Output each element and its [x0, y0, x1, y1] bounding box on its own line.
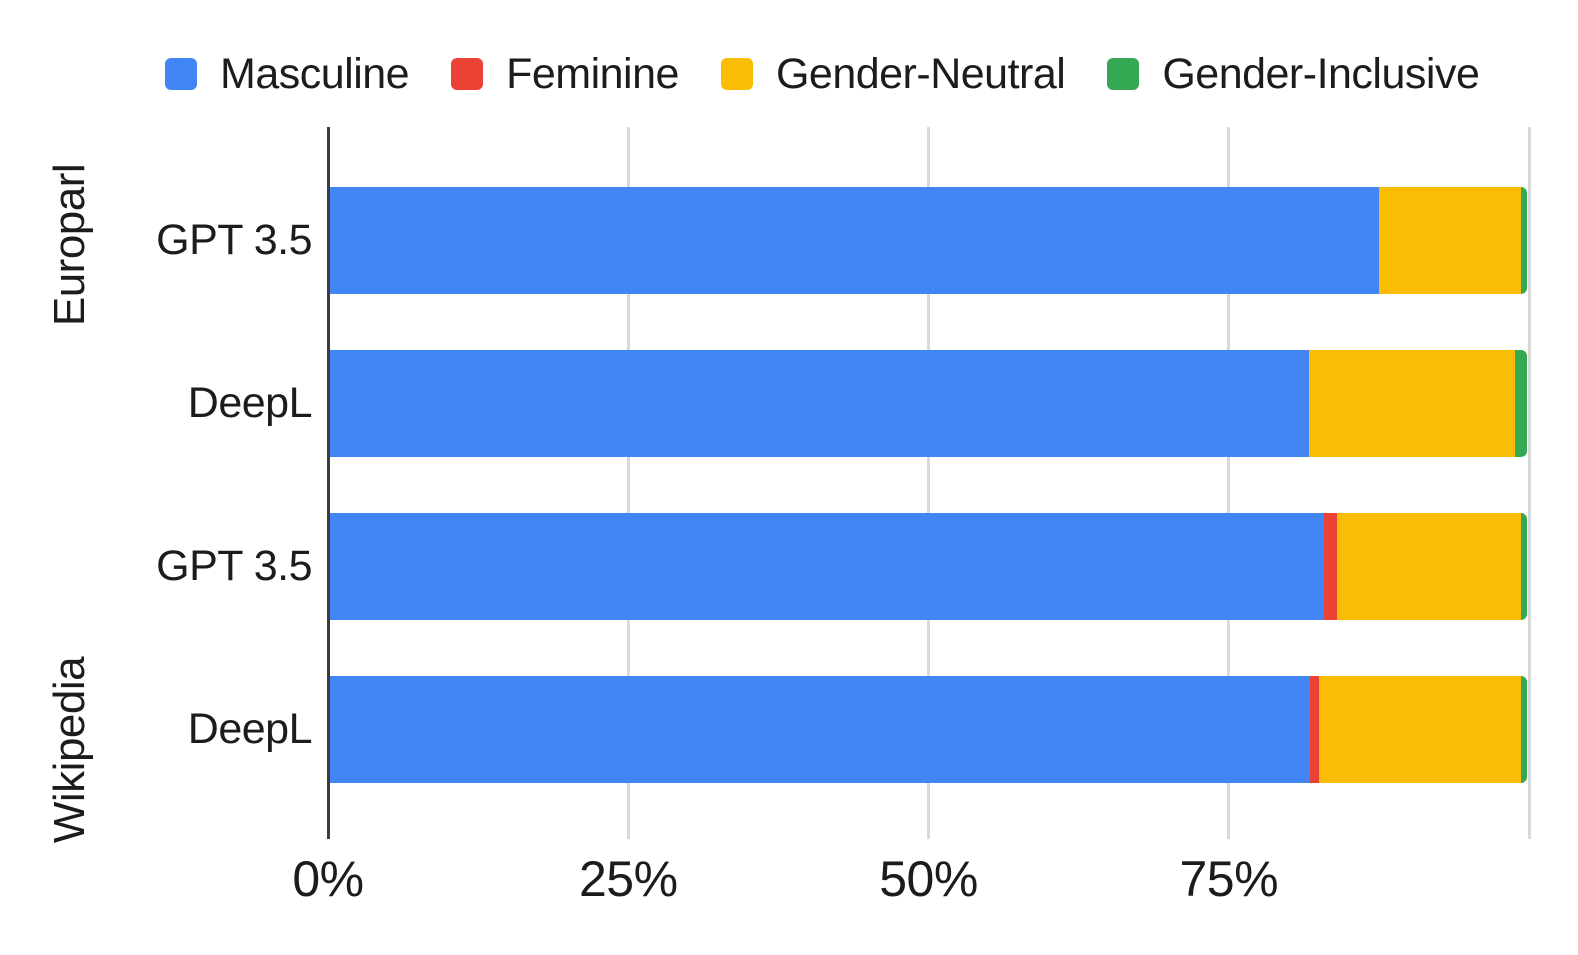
tick-label-25: 25%	[578, 851, 678, 907]
tick-label-50: 50%	[879, 851, 978, 907]
segment-gender-neutral	[1318, 676, 1521, 783]
legend-label: Gender-Inclusive	[1162, 49, 1480, 98]
segment-masculine	[330, 350, 1310, 457]
segment-masculine	[330, 187, 1379, 294]
legend-item-gender-inclusive: Gender-Inclusive	[1107, 49, 1480, 99]
legend-swatch-gender-neutral	[720, 58, 753, 90]
segment-gender-inclusive	[1520, 513, 1527, 620]
y-axis-line	[327, 127, 330, 839]
bar-deepl	[330, 676, 1527, 783]
legend-item-gender-neutral: Gender-Neutral	[720, 49, 1066, 99]
tick-label-75: 75%	[1179, 851, 1279, 907]
legend-item-masculine: Masculine	[165, 49, 410, 99]
segment-feminine	[1310, 676, 1319, 783]
group-label-europarl: Europarl	[45, 163, 94, 327]
segment-gender-neutral	[1309, 350, 1516, 457]
gridline-75	[1227, 127, 1231, 839]
segment-gender-inclusive	[1521, 187, 1527, 294]
group-label-wikipedia: Wikipedia	[45, 656, 94, 844]
gridline-50	[927, 127, 930, 839]
row-label: GPT 3.5	[156, 216, 312, 264]
bar-gpt-3-5	[330, 513, 1527, 620]
segment-feminine	[1323, 513, 1337, 620]
legend-swatch-feminine	[451, 58, 484, 90]
gridline-100	[1527, 127, 1531, 839]
legend-swatch-masculine	[165, 58, 197, 90]
segment-gender-neutral	[1336, 513, 1521, 620]
bar-deepl	[330, 350, 1527, 457]
gridline-25	[626, 127, 630, 839]
plot-area	[327, 127, 1531, 839]
segment-masculine	[330, 513, 1324, 620]
segment-gender-inclusive	[1515, 350, 1527, 457]
row-label: DeepL	[187, 379, 313, 427]
segment-gender-inclusive	[1520, 676, 1527, 783]
legend-item-feminine: Feminine	[451, 50, 679, 99]
row-label: GPT 3.5	[156, 542, 312, 590]
segment-masculine	[330, 676, 1311, 783]
segment-gender-neutral	[1378, 187, 1521, 294]
legend-label: Masculine	[220, 49, 410, 98]
row-label: DeepL	[187, 705, 313, 753]
legend-swatch-gender-inclusive	[1107, 58, 1140, 90]
chart-legend: Masculine Feminine Gender-Neutral Gender-In…	[165, 50, 1521, 98]
bar-gpt-3-5	[330, 187, 1527, 294]
tick-label-0: 0%	[292, 851, 364, 907]
legend-label: Gender-Neutral	[775, 49, 1066, 98]
legend-label: Feminine	[506, 49, 679, 98]
